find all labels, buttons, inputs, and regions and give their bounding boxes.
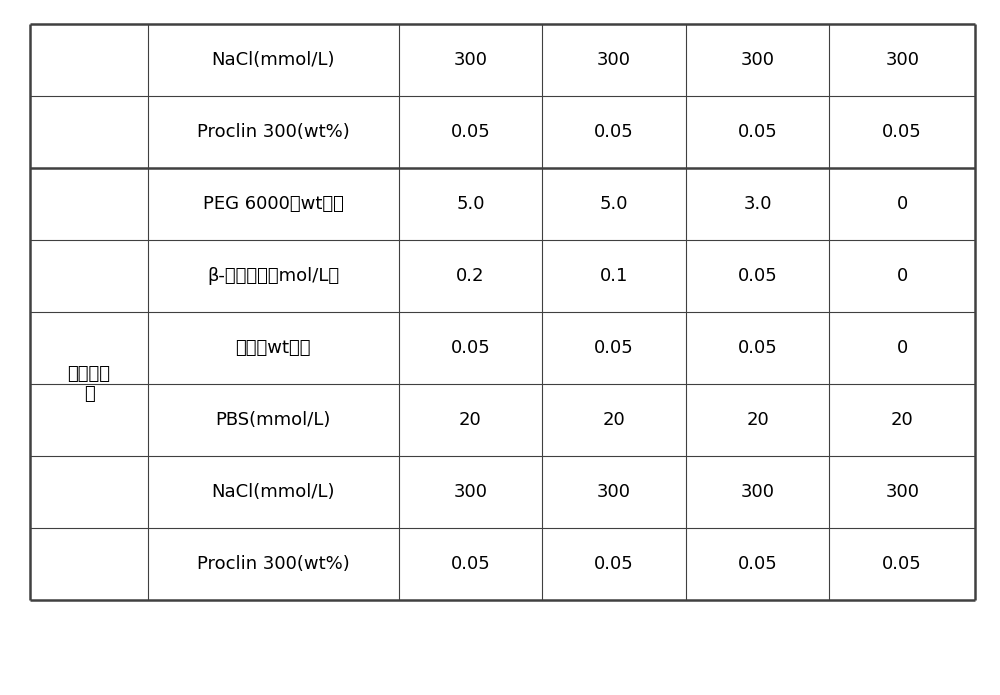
- Text: 0: 0: [897, 267, 908, 285]
- Text: 0.05: 0.05: [738, 267, 778, 285]
- Text: 300: 300: [597, 51, 631, 70]
- Text: 20: 20: [603, 411, 625, 429]
- Text: 0.05: 0.05: [738, 339, 778, 357]
- Text: 0.05: 0.05: [450, 123, 490, 141]
- Text: 20: 20: [459, 411, 482, 429]
- Text: 300: 300: [453, 51, 487, 70]
- Text: 300: 300: [741, 51, 775, 70]
- Text: 0.2: 0.2: [456, 267, 485, 285]
- Text: 0.05: 0.05: [738, 555, 778, 573]
- Text: 0.05: 0.05: [450, 555, 490, 573]
- Text: Proclin 300(wt%): Proclin 300(wt%): [197, 555, 350, 573]
- Text: 300: 300: [885, 483, 919, 501]
- Text: 0.05: 0.05: [450, 339, 490, 357]
- Text: 20: 20: [891, 411, 914, 429]
- Text: PEG 6000（wt％）: PEG 6000（wt％）: [203, 195, 344, 213]
- Text: 0.1: 0.1: [600, 267, 628, 285]
- Text: 3.0: 3.0: [743, 195, 772, 213]
- Text: 0.05: 0.05: [738, 123, 778, 141]
- Text: 0.05: 0.05: [594, 339, 634, 357]
- Bar: [30, 24, 975, 600]
- Text: β-隶基乙醇（mol/L）: β-隶基乙醇（mol/L）: [207, 267, 339, 285]
- Text: 5.0: 5.0: [456, 195, 485, 213]
- Text: 0.05: 0.05: [882, 555, 922, 573]
- Text: 0.05: 0.05: [594, 555, 634, 573]
- Text: 0.05: 0.05: [882, 123, 922, 141]
- Text: 20: 20: [746, 411, 769, 429]
- Text: 化学阻断
剂: 化学阻断 剂: [68, 365, 111, 403]
- Text: 5.0: 5.0: [600, 195, 628, 213]
- Text: PBS(mmol/L): PBS(mmol/L): [216, 411, 331, 429]
- Text: 300: 300: [885, 51, 919, 70]
- Text: 300: 300: [453, 483, 487, 501]
- Text: NaCl(mmol/L): NaCl(mmol/L): [212, 483, 335, 501]
- Text: 0: 0: [897, 339, 908, 357]
- Text: 0: 0: [897, 195, 908, 213]
- Text: Proclin 300(wt%): Proclin 300(wt%): [197, 123, 350, 141]
- Text: 尿素（wt％）: 尿素（wt％）: [236, 339, 311, 357]
- Text: 0.05: 0.05: [594, 123, 634, 141]
- Text: 300: 300: [741, 483, 775, 501]
- Text: 300: 300: [597, 483, 631, 501]
- Text: NaCl(mmol/L): NaCl(mmol/L): [212, 51, 335, 70]
